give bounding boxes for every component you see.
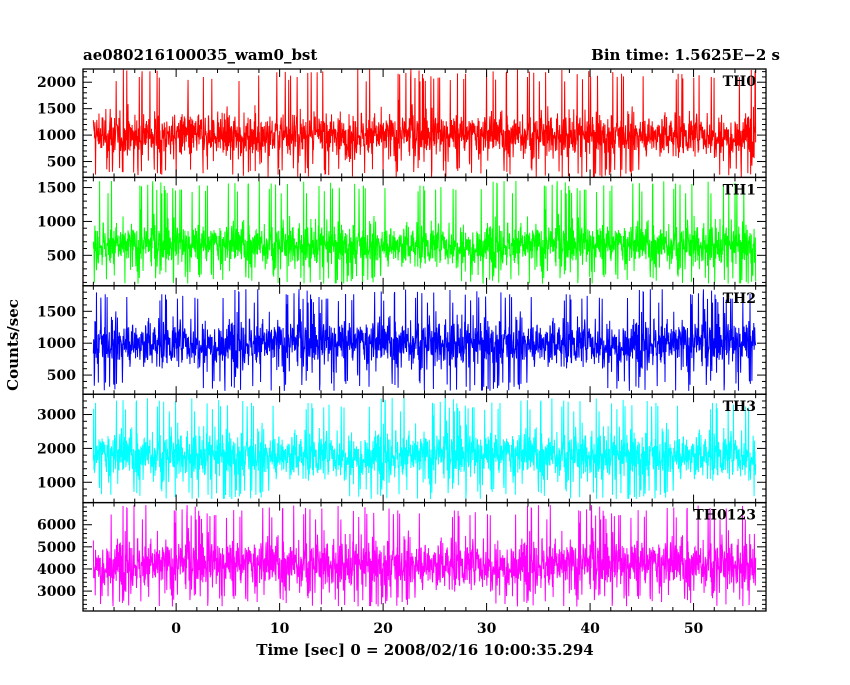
x-tick-label: 20 — [373, 621, 393, 637]
series-th2-trace — [92, 289, 757, 391]
series-th3-trace — [92, 397, 757, 500]
y-tick-label-th1: 1000 — [37, 214, 76, 230]
panel-label-th2: TH2 — [723, 291, 756, 307]
y-tick-label-th0: 500 — [47, 155, 76, 171]
panel-label-th0: TH0 — [723, 74, 757, 90]
chart-title: ae080216100035_wam0_bst — [83, 46, 317, 64]
y-tick-label-th0: 1000 — [37, 128, 76, 144]
panel-label-th3: TH3 — [723, 399, 756, 415]
x-tick-label: 40 — [580, 621, 600, 637]
y-tick-label-th0123: 6000 — [37, 518, 76, 534]
y-tick-label-th3: 3000 — [37, 408, 76, 424]
panel-label-th1: TH1 — [723, 182, 756, 198]
y-tick-label-th1: 1500 — [37, 181, 76, 197]
y-tick-label-th0123: 5000 — [37, 540, 76, 556]
x-tick-label: 50 — [684, 621, 704, 637]
y-tick-label-th3: 1000 — [37, 475, 76, 491]
y-tick-label-th0123: 3000 — [37, 584, 76, 600]
x-tick-label: 0 — [171, 621, 181, 637]
y-tick-label-th0: 2000 — [37, 75, 76, 91]
y-tick-label-th3: 2000 — [37, 441, 76, 457]
series-th0-trace — [92, 69, 757, 178]
bin-time-label: Bin time: 1.5625E−2 s — [591, 46, 780, 64]
x-axis-label: Time [sec] 0 = 2008/02/16 10:00:35.294 — [256, 641, 593, 659]
x-tick-label: 10 — [270, 621, 290, 637]
y-tick-label-th0123: 4000 — [37, 562, 76, 578]
x-tick-label: 30 — [477, 621, 497, 637]
series-th1-trace — [92, 181, 757, 284]
y-tick-label-th1: 500 — [47, 248, 76, 264]
y-axis-label: Counts/sec — [4, 299, 22, 391]
y-tick-label-th2: 1000 — [37, 336, 76, 352]
y-tick-label-th2: 500 — [47, 368, 76, 384]
series-th0123-trace — [92, 505, 757, 607]
y-tick-label-th2: 1500 — [37, 304, 76, 320]
panel-label-th0123: TH0123 — [693, 508, 756, 524]
y-tick-label-th0: 1500 — [37, 102, 76, 118]
